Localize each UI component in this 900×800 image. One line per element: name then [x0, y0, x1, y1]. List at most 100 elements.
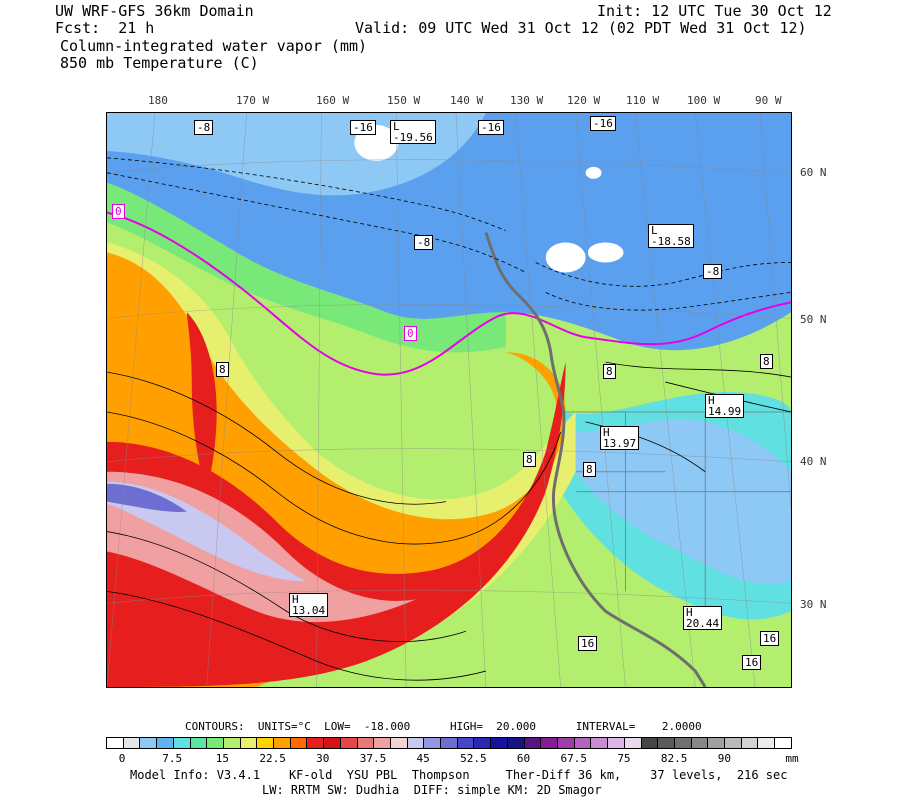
high-value: 13.04 [292, 604, 326, 617]
high-pressure-box-1: H 14.99 [705, 394, 745, 418]
color-swatch [274, 738, 291, 748]
color-swatch [157, 738, 174, 748]
snow-patch-3 [587, 242, 624, 263]
color-scale-tick: 7.5 [162, 752, 183, 765]
color-swatch [541, 738, 558, 748]
contour-label-minus16-b: -16 [478, 120, 504, 135]
contours-high: HIGH= 20.000 [449, 720, 537, 733]
color-swatch [691, 738, 709, 748]
color-swatch [658, 738, 675, 748]
color-swatch [424, 738, 442, 748]
weather-map [106, 112, 792, 688]
coastline [484, 232, 707, 687]
init-time: Init: 12 UTC Tue 30 Oct 12 [597, 2, 832, 20]
color-scale-tick: 52.5 [460, 752, 487, 765]
low-pressure-box-1: L -19.56 [390, 120, 436, 144]
state-boundaries [560, 411, 791, 612]
color-swatch [591, 738, 609, 748]
contour-label-zero-a: 0 [112, 204, 125, 219]
contour-label-8-b: 8 [603, 364, 616, 379]
contour-label-minus16-c: -16 [590, 116, 616, 131]
high-pressure-box-2: H 13.97 [600, 426, 640, 450]
color-swatch [207, 738, 224, 748]
color-swatch [457, 738, 475, 748]
color-swatch [374, 738, 391, 748]
contour-label-16-c: 16 [742, 655, 762, 670]
contours-units: UNITS=°C [257, 720, 311, 733]
color-swatch [725, 738, 742, 748]
contour-label-minus8-b: -8 [414, 235, 434, 250]
high-symbol: H [292, 593, 299, 606]
color-swatch [240, 738, 258, 748]
model-info-line2: LW: RRTM SW: Dudhia DIFF: simple KM: 2D … [262, 783, 602, 797]
color-swatch [708, 738, 726, 748]
temperature-contours [107, 157, 791, 681]
lon-label-180: 180 [148, 94, 168, 107]
color-scale-unit: mm [785, 752, 799, 765]
color-swatch [123, 738, 141, 748]
model-title: UW WRF-GFS 36km Domain [55, 2, 254, 20]
high-pressure-box-4: H 20.44 [683, 606, 723, 630]
low-value: -19.56 [393, 131, 433, 144]
lon-label-100w: 100 W [687, 94, 721, 107]
color-swatch [307, 738, 325, 748]
lon-label-130w: 130 W [510, 94, 544, 107]
color-scale-tick: 82.5 [660, 752, 688, 765]
color-swatch [474, 738, 492, 748]
color-swatch [190, 738, 208, 748]
high-pressure-box-3: H 13.04 [289, 593, 329, 617]
moisture-plume-purple [107, 483, 187, 512]
color-swatch [674, 738, 692, 748]
contour-label-8-c: 8 [760, 354, 773, 369]
color-swatch [140, 738, 158, 748]
zero-degree-contour [107, 211, 791, 376]
color-swatch [507, 738, 525, 748]
low-pressure-box-2: L -18.58 [648, 224, 694, 248]
high-value: 13.97 [603, 437, 637, 450]
high-value: 14.99 [708, 405, 742, 418]
color-swatch [491, 738, 508, 748]
color-swatch [173, 738, 191, 748]
lon-label-160w: 160 W [316, 94, 350, 107]
contour-label-8-d: 8 [523, 452, 536, 467]
color-scale-tick: 60 [516, 752, 531, 765]
contour-label-minus16-a: -16 [350, 120, 376, 135]
color-scale-tick: 22.5 [259, 752, 286, 765]
lon-label-150w: 150 W [387, 94, 421, 107]
color-swatch [524, 738, 542, 748]
model-info-line1: Model Info: V3.4.1 KF-old YSU PBL Thomps… [130, 768, 788, 782]
color-swatch [741, 738, 759, 748]
contour-label-16-a: 16 [578, 636, 598, 651]
color-swatch [641, 738, 659, 748]
color-swatch [758, 738, 776, 748]
contour-label-8-e: 8 [583, 462, 596, 477]
field2-title: 850 mb Temperature (C) [60, 54, 259, 72]
valid-time: Valid: 09 UTC Wed 31 Oct 12 (02 PDT Wed … [355, 19, 807, 37]
high-symbol: H [708, 394, 715, 407]
lon-label-110w: 110 W [626, 94, 660, 107]
color-scale-tick: 67.5 [560, 752, 588, 765]
color-swatch [574, 738, 592, 748]
high-symbol: H [603, 426, 610, 439]
color-swatch [340, 738, 358, 748]
forecast-hour: Fcst: 21 h [55, 19, 155, 37]
lat-lon-grid [107, 113, 791, 687]
color-scale-tick: 75 [617, 752, 631, 765]
color-scale-tick: 30 [316, 752, 330, 765]
color-scale-bar [106, 737, 792, 749]
color-scale-tick: 15 [215, 752, 229, 765]
color-swatch [357, 738, 375, 748]
lat-label-30n: 30 N [800, 598, 827, 611]
color-swatch [624, 738, 642, 748]
contour-label-zero-b: 0 [404, 326, 417, 341]
low-symbol: L [651, 224, 658, 237]
high-value: 20.44 [686, 617, 720, 630]
lon-label-170w: 170 W [236, 94, 270, 107]
color-swatch [390, 738, 408, 748]
field1-title: Column-integrated water vapor (mm) [60, 37, 368, 55]
lon-label-140w: 140 W [450, 94, 484, 107]
color-swatch [324, 738, 341, 748]
contour-label-minus8-c: -8 [703, 264, 723, 279]
contour-label-16-b: 16 [760, 631, 780, 646]
color-swatch [107, 738, 124, 748]
